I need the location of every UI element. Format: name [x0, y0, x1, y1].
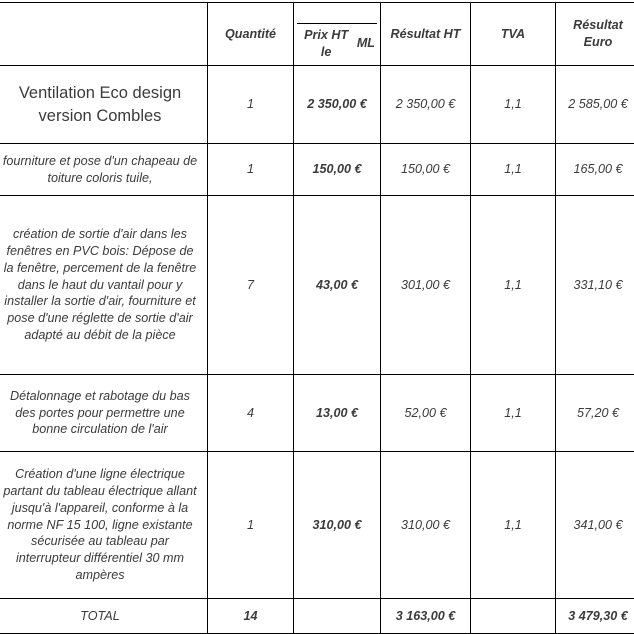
cell-tva: 1,1: [471, 196, 556, 375]
description-text: fourniture et pose d'un chapeau de toitu…: [0, 153, 204, 186]
total-prix-ht-ml: [294, 599, 381, 634]
cell-description: création de sortie d'air dans les fenêtr…: [0, 196, 208, 375]
cell-quantite: 7: [208, 196, 294, 375]
table-row: création de sortie d'air dans les fenêtr…: [0, 196, 634, 375]
table-row: Création d'une ligne électrique partant …: [0, 452, 634, 599]
cell-quantite: 4: [208, 375, 294, 452]
cell-prix-ht-ml: 2 350,00 €: [294, 66, 381, 144]
header-cell-resultat-euro: Résultat Euro: [556, 3, 634, 66]
header-prix-line1: Prix HT le: [299, 27, 353, 60]
header-prix-label: Prix HT le ML: [297, 24, 377, 63]
header-prix-stub-cell: [297, 5, 377, 24]
header-cell-quantite: Quantité: [208, 3, 294, 66]
cell-tva: 1,1: [471, 66, 556, 144]
cell-resultat-euro: 341,00 €: [556, 452, 634, 599]
cell-description: Détalonnage et rabotage du bas des porte…: [0, 375, 208, 452]
cell-prix-ht-ml: 310,00 €: [294, 452, 381, 599]
header-cell-resultat-ht: Résultat HT: [381, 3, 471, 66]
header-cell-description: [0, 3, 208, 66]
header-resultat-euro-line1: Résultat: [573, 18, 623, 32]
cell-description: Création d'une ligne électrique partant …: [0, 452, 208, 599]
total-quantite: 14: [208, 599, 294, 634]
cell-resultat-ht: 2 350,00 €: [381, 66, 471, 144]
description-text: création de sortie d'air dans les fenêtr…: [0, 226, 204, 343]
cell-tva: 1,1: [471, 144, 556, 196]
total-resultat-euro: 3 479,30 €: [556, 599, 634, 634]
cell-prix-ht-ml: 13,00 €: [294, 375, 381, 452]
table-row: Détalonnage et rabotage du bas des porte…: [0, 375, 634, 452]
cell-resultat-ht: 310,00 €: [381, 452, 471, 599]
cell-description: Ventilation Eco design version Combles: [0, 66, 208, 144]
table-header-row: Quantité Prix HT le ML Résultat HT TVA R…: [0, 3, 634, 66]
cell-tva: 1,1: [471, 452, 556, 599]
cell-tva: 1,1: [471, 375, 556, 452]
total-label: TOTAL: [0, 599, 208, 634]
header-prix-line2: ML: [357, 35, 375, 52]
cell-resultat-euro: 165,00 €: [556, 144, 634, 196]
cell-resultat-ht: 150,00 €: [381, 144, 471, 196]
header-cell-tva: TVA: [471, 3, 556, 66]
total-resultat-ht: 3 163,00 €: [381, 599, 471, 634]
total-tva: [471, 599, 556, 634]
table-row: Ventilation Eco design version Combles 1…: [0, 66, 634, 144]
table-row: fourniture et pose d'un chapeau de toitu…: [0, 144, 634, 196]
cell-prix-ht-ml: 150,00 €: [294, 144, 381, 196]
header-cell-prix-ht-ml: Prix HT le ML: [294, 3, 381, 66]
cell-resultat-euro: 2 585,00 €: [556, 66, 634, 144]
description-text: Détalonnage et rabotage du bas des porte…: [0, 388, 204, 438]
table-total-row: TOTAL 14 3 163,00 € 3 479,30 €: [0, 599, 634, 634]
header-resultat-euro-line2: Euro: [584, 35, 613, 49]
cell-quantite: 1: [208, 452, 294, 599]
cell-description: fourniture et pose d'un chapeau de toitu…: [0, 144, 208, 196]
cell-quantite: 1: [208, 144, 294, 196]
description-text: Ventilation Eco design version Combles: [0, 82, 204, 127]
cell-resultat-ht: 52,00 €: [381, 375, 471, 452]
cell-prix-ht-ml: 43,00 €: [294, 196, 381, 375]
header-prix-wrapper: Prix HT le ML: [297, 5, 377, 63]
cell-resultat-euro: 331,10 €: [556, 196, 634, 375]
cell-quantite: 1: [208, 66, 294, 144]
description-text: Création d'une ligne électrique partant …: [0, 466, 204, 583]
cell-resultat-ht: 301,00 €: [381, 196, 471, 375]
cell-resultat-euro: 57,20 €: [556, 375, 634, 452]
